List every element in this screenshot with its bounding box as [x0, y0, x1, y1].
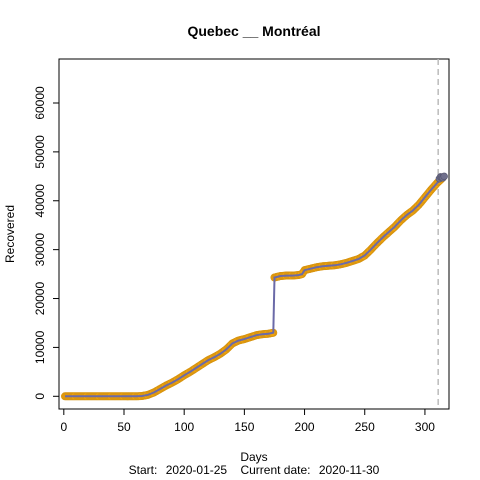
- footer-text: Start: 2020-01-25 Current date: 2020-11-…: [129, 463, 380, 477]
- y-tick-label: 50000: [33, 135, 47, 169]
- y-axis: 0 10000 20000 30000 40000 50000 60000: [33, 86, 60, 400]
- chart-title: Quebec __ Montréal: [187, 23, 320, 39]
- footer-start-label: Start:: [129, 463, 158, 477]
- footer-start-date: 2020-01-25: [166, 463, 228, 477]
- y-tick-label: 0: [33, 393, 47, 400]
- footer-current-label: Current date:: [240, 463, 310, 477]
- x-tick-label: 50: [117, 420, 131, 434]
- y-tick-label: 20000: [33, 282, 47, 316]
- y-tick-label: 40000: [33, 184, 47, 218]
- y-tick-label: 10000: [33, 330, 47, 364]
- x-tick-label: 0: [60, 420, 67, 434]
- x-tick-label: 200: [295, 420, 315, 434]
- x-tick-label: 250: [355, 420, 375, 434]
- y-tick-label: 60000: [33, 86, 47, 120]
- y-tick-label: 30000: [33, 233, 47, 267]
- x-tick-label: 300: [415, 420, 435, 434]
- tail-data-point: [440, 172, 448, 181]
- series-line: [65, 176, 444, 398]
- x-tick-label: 100: [174, 420, 194, 434]
- y-axis-label: Recovered: [3, 205, 17, 263]
- x-axis: 0 50 100 150 200 250 300: [60, 408, 435, 434]
- x-axis-label: Days: [240, 450, 267, 464]
- footer-current-date: 2020-11-30: [319, 463, 380, 477]
- x-tick-label: 150: [234, 420, 254, 434]
- chart-marks: [61, 59, 448, 409]
